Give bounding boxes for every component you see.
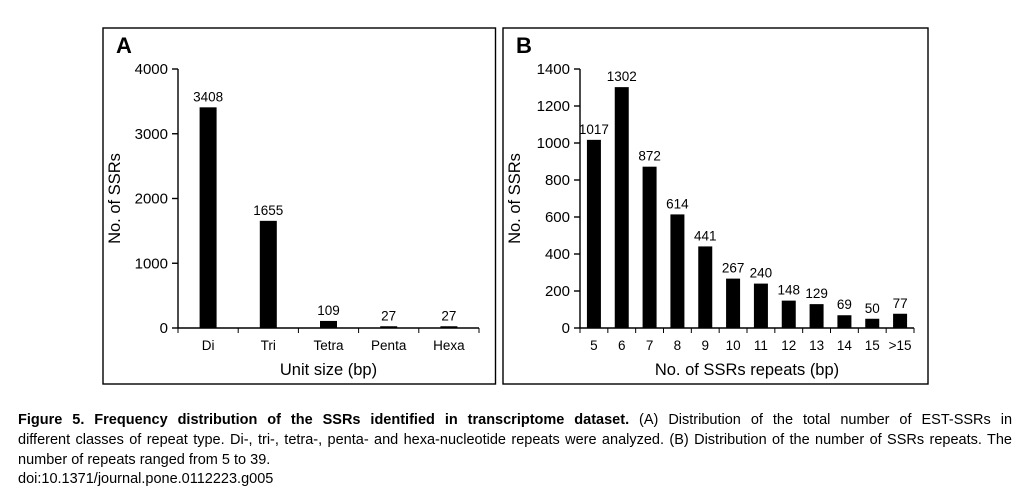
svg-text:1655: 1655 [253, 203, 283, 218]
svg-text:5: 5 [590, 338, 598, 353]
svg-text:10: 10 [726, 338, 741, 353]
svg-text:B: B [516, 33, 532, 58]
svg-text:50: 50 [865, 301, 880, 316]
svg-text:1400: 1400 [537, 61, 570, 78]
svg-text:800: 800 [545, 172, 570, 189]
svg-text:1200: 1200 [537, 98, 570, 115]
svg-text:3408: 3408 [193, 89, 223, 104]
svg-text:200: 200 [545, 283, 570, 300]
svg-text:0: 0 [160, 320, 168, 337]
svg-text:12: 12 [781, 338, 796, 353]
svg-text:14: 14 [837, 338, 853, 353]
svg-text:267: 267 [722, 261, 745, 276]
svg-text:15: 15 [865, 338, 880, 353]
svg-text:1000: 1000 [537, 135, 570, 152]
svg-text:No. of SSRs repeats (bp): No. of SSRs repeats (bp) [655, 361, 839, 379]
svg-text:441: 441 [694, 228, 717, 243]
svg-text:27: 27 [381, 308, 396, 323]
svg-text:109: 109 [317, 303, 340, 318]
svg-text:129: 129 [805, 286, 828, 301]
svg-text:11: 11 [754, 338, 768, 353]
svg-text:69: 69 [837, 297, 852, 312]
svg-text:8: 8 [674, 338, 682, 353]
svg-text:>15: >15 [889, 338, 912, 353]
svg-text:1000: 1000 [135, 255, 168, 272]
svg-text:27: 27 [441, 308, 456, 323]
svg-text:No. of SSRs: No. of SSRs [506, 153, 524, 244]
svg-text:A: A [116, 33, 132, 58]
svg-text:Hexa: Hexa [433, 338, 465, 353]
svg-text:7: 7 [646, 338, 654, 353]
svg-text:13: 13 [809, 338, 824, 353]
svg-text:872: 872 [638, 149, 661, 164]
svg-text:4000: 4000 [135, 61, 168, 78]
svg-text:Di: Di [202, 338, 215, 353]
svg-text:Tetra: Tetra [313, 338, 344, 353]
svg-text:0: 0 [562, 320, 570, 337]
svg-text:9: 9 [701, 338, 709, 353]
svg-text:148: 148 [777, 283, 800, 298]
svg-text:Penta: Penta [371, 338, 407, 353]
svg-text:1302: 1302 [607, 69, 637, 84]
svg-text:600: 600 [545, 209, 570, 226]
svg-text:Tri: Tri [261, 338, 276, 353]
svg-text:240: 240 [750, 266, 773, 281]
svg-text:400: 400 [545, 246, 570, 263]
svg-text:614: 614 [666, 196, 689, 211]
svg-text:1017: 1017 [579, 122, 609, 137]
svg-text:77: 77 [893, 296, 908, 311]
svg-text:Unit size (bp): Unit size (bp) [280, 361, 377, 379]
svg-text:3000: 3000 [135, 126, 168, 143]
svg-text:No. of SSRs: No. of SSRs [106, 153, 124, 244]
svg-text:2000: 2000 [135, 191, 168, 208]
svg-text:6: 6 [618, 338, 626, 353]
